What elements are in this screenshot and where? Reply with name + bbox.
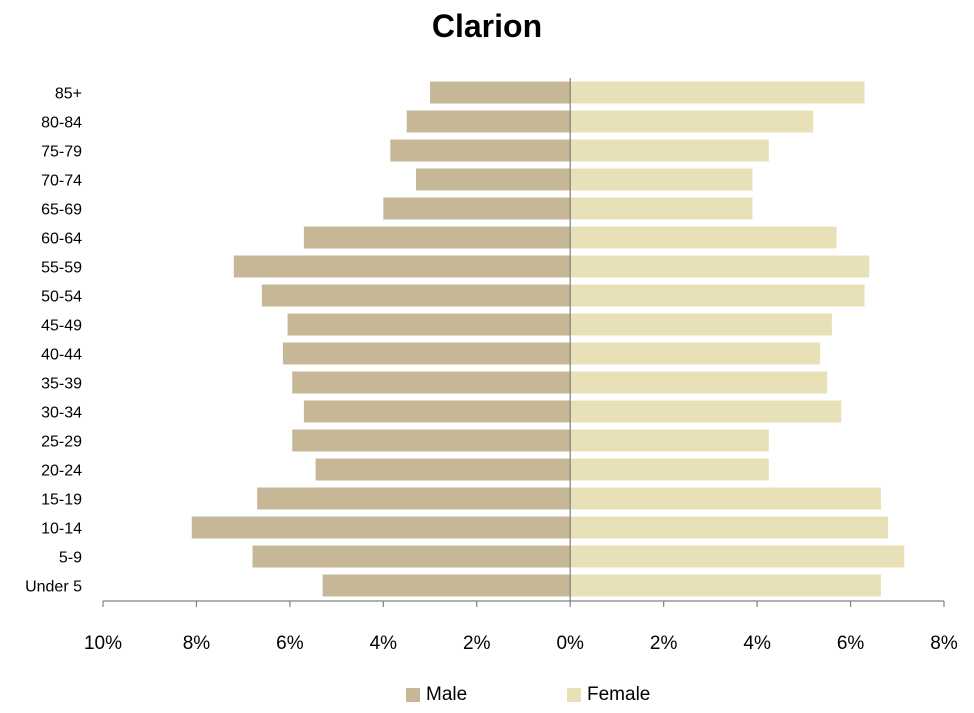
category-label: 25-29 [41, 434, 82, 451]
bar-male-5-9 [252, 545, 571, 568]
x-tick-label: 0% [556, 633, 584, 654]
bar-female-75-79 [570, 139, 769, 162]
bar-male-30-34 [303, 400, 571, 423]
bar-female-65-69 [570, 197, 753, 220]
category-label: 80-84 [41, 115, 82, 132]
axes-group [102, 78, 945, 607]
legend-item-female: Female [567, 684, 650, 706]
bar-female-80-84 [570, 110, 814, 133]
bar-male-35-39 [292, 371, 571, 394]
bar-male-15-19 [257, 487, 571, 510]
bar-female-25-29 [570, 429, 769, 452]
bar-female-5-9 [570, 545, 905, 568]
bar-male-85+ [430, 81, 571, 104]
x-tick-label: 4% [370, 633, 398, 654]
bars-group [191, 81, 905, 597]
x-tick-label: 2% [463, 633, 491, 654]
bar-female-60-64 [570, 226, 837, 249]
x-tick-label: 2% [650, 633, 678, 654]
legend-item-male: Male [406, 684, 467, 706]
bar-male-80-84 [406, 110, 571, 133]
bar-male-under-5 [322, 574, 571, 597]
legend-label-female: Female [587, 684, 651, 705]
bar-male-20-24 [315, 458, 571, 481]
category-label: 20-24 [41, 463, 82, 480]
legend-swatch-female [567, 688, 581, 702]
bar-male-65-69 [383, 197, 571, 220]
bar-female-70-74 [570, 168, 753, 191]
category-label: 50-54 [41, 289, 82, 306]
category-label: 75-79 [41, 144, 82, 161]
bar-female-10-14 [570, 516, 888, 539]
bar-male-25-29 [292, 429, 571, 452]
legend-swatch-male [406, 688, 420, 702]
bar-male-40-44 [282, 342, 571, 365]
chart-title: Clarion [431, 8, 543, 44]
category-label: Under 5 [25, 579, 82, 596]
bar-female-30-34 [570, 400, 842, 423]
category-label: 65-69 [41, 202, 82, 219]
bar-female-55-59 [570, 255, 870, 278]
category-label: 30-34 [41, 405, 82, 422]
x-tick-label: 10% [84, 633, 122, 654]
x-tick-label: 4% [743, 633, 771, 654]
category-label: 15-19 [41, 492, 82, 509]
bar-male-60-64 [303, 226, 571, 249]
x-tick-label: 8% [183, 633, 211, 654]
category-label: 70-74 [41, 173, 82, 190]
x-tick-label: 8% [930, 633, 958, 654]
bar-female-50-54 [570, 284, 865, 307]
bar-male-50-54 [261, 284, 571, 307]
category-label: 55-59 [41, 260, 82, 277]
bar-male-75-79 [390, 139, 571, 162]
category-label: 45-49 [41, 318, 82, 335]
bar-female-85+ [570, 81, 865, 104]
bar-female-under-5 [570, 574, 881, 597]
category-label: 40-44 [41, 347, 82, 364]
legend: Male Female [0, 684, 974, 710]
category-label: 5-9 [59, 550, 82, 567]
bar-female-15-19 [570, 487, 881, 510]
bar-female-20-24 [570, 458, 769, 481]
bar-female-40-44 [570, 342, 821, 365]
x-tick-label: 6% [276, 633, 304, 654]
category-label: 35-39 [41, 376, 82, 393]
bar-male-70-74 [416, 168, 571, 191]
bar-male-10-14 [191, 516, 571, 539]
bar-female-45-49 [570, 313, 832, 336]
bar-male-45-49 [287, 313, 571, 336]
x-tick-label: 6% [837, 633, 865, 654]
legend-label-male: Male [426, 684, 468, 705]
bar-male-55-59 [233, 255, 571, 278]
category-label: 60-64 [41, 231, 82, 248]
category-label: 85+ [55, 86, 82, 103]
category-label: 10-14 [41, 521, 82, 538]
bar-female-35-39 [570, 371, 828, 394]
x-tick-labels: 10% 8% 6% 4% 2% 0% 2% 4% 6% 8% [84, 633, 958, 654]
population-pyramid-chart: 85+ 80-84 75-79 70-74 65-69 60-64 55-59 50-54 45… [25, 78, 958, 654]
category-labels: 85+ 80-84 75-79 70-74 65-69 60-64 55-59 50-54 45… [25, 86, 82, 596]
